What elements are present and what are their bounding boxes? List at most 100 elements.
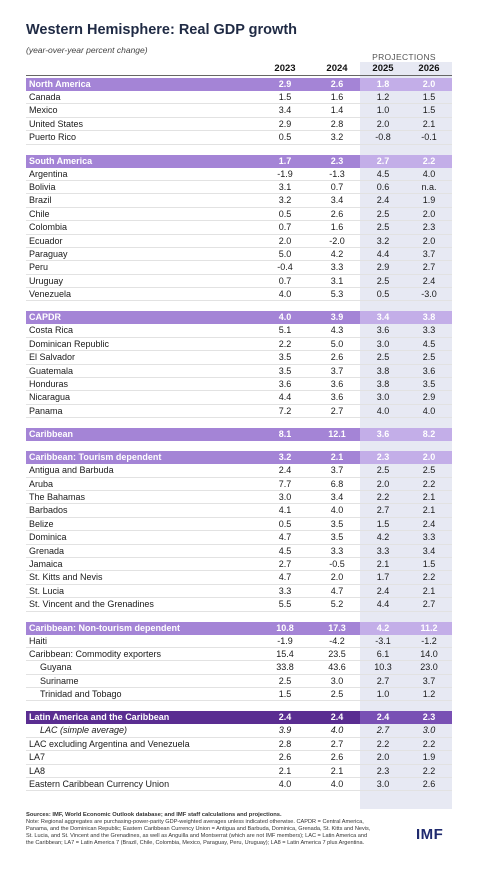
value-cell-2025: 3.0 <box>376 338 390 349</box>
table-row: The Bahamas 3.0 3.4 2.2 2.1 <box>26 491 452 505</box>
section-gap <box>26 441 452 451</box>
value-cell-2023: 5.1 <box>278 325 292 336</box>
value-cell-2024: 2.6 <box>330 352 344 363</box>
value-cell-2023: 15.4 <box>276 648 294 659</box>
value-cell-2023: 2.7 <box>278 558 292 569</box>
value-cell-2026: 2.0 <box>406 451 452 465</box>
row-label: Trinidad and Tobago <box>40 689 122 700</box>
value-cell-2025: 2.4 <box>360 711 406 725</box>
value-cell-2025: 3.4 <box>360 311 406 325</box>
value-cell-2023: 7.2 <box>278 405 292 416</box>
value-cell-2026: n.a. <box>421 181 437 192</box>
value-cell-2026: 3.3 <box>422 532 436 543</box>
value-cell-2026: 4.0 <box>422 405 436 416</box>
table-row: Dominica 4.7 3.5 4.2 3.3 <box>26 531 452 545</box>
row-label: Colombia <box>29 222 68 233</box>
value-cell-2025: 2.5 <box>376 352 390 363</box>
value-cell-2024: 12.1 <box>328 429 346 440</box>
value-cell-2024: 23.5 <box>328 648 346 659</box>
value-cell-2025: 1.2 <box>376 92 390 102</box>
value-cell-2023: 3.2 <box>278 452 292 463</box>
value-cell-2024: 2.3 <box>330 155 344 166</box>
value-cell-2025: 3.8 <box>376 365 390 376</box>
value-cell-2024: 5.2 <box>330 599 344 610</box>
year-header-2026: 2026 <box>418 63 440 74</box>
value-cell-2025: 4.0 <box>376 405 390 416</box>
row-label: Dominican Republic <box>29 338 110 349</box>
value-cell-2023: 1.5 <box>278 689 292 700</box>
value-cell-2023: 3.0 <box>278 491 292 502</box>
value-cell-2026: -0.1 <box>421 132 437 143</box>
section-gap <box>26 701 452 711</box>
table-row: Guyana 33.8 43.6 10.3 23.0 <box>26 661 452 675</box>
table-row: Grenada 4.5 3.3 3.3 3.4 <box>26 545 452 558</box>
table-row: LA8 2.1 2.1 2.3 2.2 <box>26 765 452 779</box>
value-cell-2024: 43.6 <box>328 662 346 673</box>
value-cell-2024: 1.6 <box>330 222 344 233</box>
value-cell-2023: 2.4 <box>278 465 292 476</box>
value-cell-2026: 2.2 <box>422 765 436 776</box>
value-cell-2023: 4.0 <box>278 289 292 300</box>
table-row: Nicaragua 4.4 3.6 3.0 2.9 <box>26 391 452 405</box>
value-cell-2026: 4.0 <box>422 168 436 179</box>
value-cell-2023: 5.0 <box>278 248 292 259</box>
value-cell-2023: 3.2 <box>278 195 292 206</box>
value-cell-2024: 3.3 <box>330 262 344 273</box>
value-cell-2026: 3.0 <box>422 725 436 736</box>
value-cell-2025: 2.7 <box>360 154 406 168</box>
value-cell-2024: 3.5 <box>330 532 344 543</box>
value-cell-2024: 4.3 <box>330 325 344 336</box>
value-cell-2026: 3.5 <box>422 379 436 390</box>
value-cell-2023: 2.0 <box>278 235 292 246</box>
value-cell-2025: 2.2 <box>376 491 390 502</box>
value-cell-2025: 4.2 <box>360 621 406 635</box>
value-cell-2024: 4.0 <box>330 505 344 516</box>
row-label: Paraguay <box>29 248 68 259</box>
page-subtitle: (year-over-year percent change) <box>26 45 148 55</box>
row-label: Uruguay <box>29 275 64 286</box>
value-cell-2026: 2.0 <box>422 235 436 246</box>
row-label: Brazil <box>29 195 52 206</box>
row-label: Guatemala <box>29 365 74 376</box>
value-cell-2023: 4.7 <box>278 532 292 543</box>
value-cell-2025: 3.8 <box>376 379 390 390</box>
table-row: Panama 7.2 2.7 4.0 4.0 <box>26 405 452 419</box>
value-cell-2024: 5.0 <box>330 338 344 349</box>
value-cell-2026: 2.1 <box>422 118 436 129</box>
value-cell-2026: 2.9 <box>422 392 436 403</box>
row-label: Belize <box>29 518 54 529</box>
value-cell-2024: 3.5 <box>330 518 344 529</box>
value-cell-2024: 0.7 <box>330 181 344 192</box>
value-cell-2023: 1.5 <box>278 92 292 102</box>
value-cell-2026: 1.5 <box>422 105 436 116</box>
value-cell-2023: -1.9 <box>277 168 293 179</box>
section-gap <box>26 612 452 622</box>
value-cell-2023: 4.5 <box>278 545 292 556</box>
table-row: Canada 1.5 1.6 1.2 1.5 <box>26 91 452 105</box>
table-row: Dominican Republic 2.2 5.0 3.0 4.5 <box>26 338 452 352</box>
table-row: Antigua and Barbuda 2.4 3.7 2.5 2.5 <box>26 464 452 478</box>
table-row: Colombia 0.7 1.6 2.5 2.3 <box>26 221 452 235</box>
value-cell-2026: 3.3 <box>422 325 436 336</box>
value-cell-2026: 2.4 <box>422 275 436 286</box>
row-label: Honduras <box>29 379 69 390</box>
value-cell-2025: 6.1 <box>376 648 390 659</box>
value-cell-2025: 2.7 <box>376 505 390 516</box>
section-header-row: CAPDR 4.0 3.9 3.4 3.8 <box>26 311 452 325</box>
section-header-row: Caribbean 8.1 12.1 3.6 8.2 <box>26 428 452 442</box>
value-cell-2025: 1.0 <box>376 105 390 116</box>
value-cell-2025: 2.7 <box>376 725 390 736</box>
value-cell-2026: 2.0 <box>422 208 436 219</box>
value-cell-2026: 3.7 <box>422 675 436 686</box>
table-row: Mexico 3.4 1.4 1.0 1.5 <box>26 104 452 118</box>
value-cell-2023: 5.5 <box>278 599 292 610</box>
section-header-row: North America 2.9 2.6 1.8 2.0 <box>26 78 452 91</box>
value-cell-2025: 4.4 <box>376 248 390 259</box>
value-cell-2026: 2.3 <box>406 711 452 725</box>
row-label: Peru <box>29 262 49 273</box>
value-cell-2024: 2.0 <box>330 572 344 583</box>
table-row: Jamaica 2.7 -0.5 2.1 1.5 <box>26 558 452 572</box>
table-row: Suriname 2.5 3.0 2.7 3.7 <box>26 675 452 689</box>
value-cell-2026: 1.5 <box>422 92 436 102</box>
value-cell-2025: 3.0 <box>376 392 390 403</box>
